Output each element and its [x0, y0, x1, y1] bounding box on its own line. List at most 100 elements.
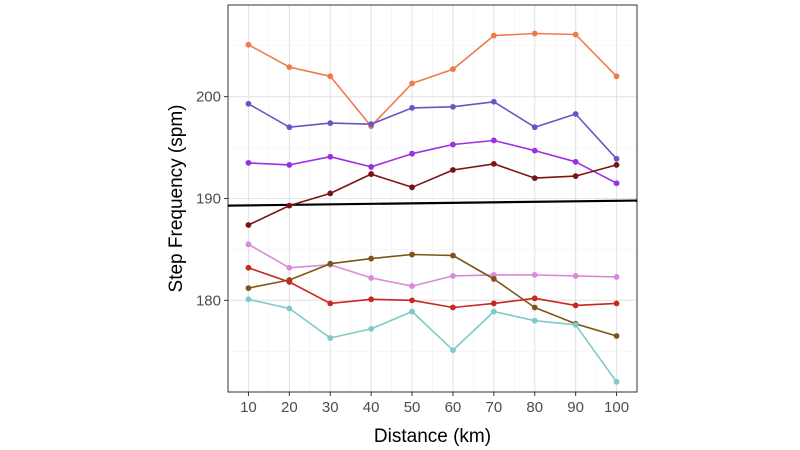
data-point: [368, 164, 375, 170]
data-point: [327, 73, 334, 80]
series-line: [248, 163, 617, 226]
data-point: [490, 32, 497, 39]
data-point: [368, 325, 375, 332]
x-tick-label: 20: [281, 399, 298, 416]
data-point: [613, 333, 620, 339]
data-point: [572, 273, 579, 279]
data-point: [572, 31, 579, 38]
data-point: [450, 141, 456, 148]
axes: 10 20 30 40 50 60 70 80 90 100 180 190 200: [196, 89, 629, 416]
series-group: [245, 296, 620, 385]
x-tick-label: 100: [604, 399, 629, 416]
data-point: [490, 271, 497, 278]
x-tick-label: 60: [445, 399, 462, 416]
data-point: [450, 103, 456, 110]
data-point: [245, 159, 252, 166]
data-point: [613, 274, 620, 280]
data-point: [572, 158, 579, 165]
data-point: [409, 150, 415, 157]
series-group: [245, 160, 620, 228]
data-point: [531, 304, 538, 311]
data-point: [327, 335, 334, 341]
data-point: [531, 317, 538, 324]
data-point: [490, 276, 497, 282]
data-point: [286, 161, 293, 168]
series-line: [248, 101, 618, 160]
data-point: [327, 300, 334, 307]
data-point: [409, 80, 415, 87]
series-group: [245, 30, 620, 385]
x-tick-label: 70: [486, 399, 503, 416]
reference-line: [227, 199, 638, 207]
data-point: [450, 347, 456, 354]
data-point: [450, 273, 456, 279]
data-point: [368, 255, 375, 262]
data-point: [409, 297, 415, 304]
x-tick-label: 30: [322, 399, 339, 416]
series-group: [245, 30, 620, 130]
data-point: [490, 300, 497, 307]
data-point: [327, 190, 334, 197]
data-point: [531, 175, 538, 182]
data-point: [409, 104, 415, 111]
data-point: [613, 180, 620, 187]
data-point: [450, 304, 456, 311]
data-point: [409, 308, 415, 315]
data-point: [245, 41, 252, 48]
data-point: [531, 147, 538, 154]
data-point: [368, 171, 375, 177]
x-tick-label: 40: [363, 399, 380, 416]
series-line: [248, 267, 617, 309]
data-point: [286, 305, 293, 312]
data-point: [531, 295, 538, 302]
data-point: [245, 100, 252, 107]
data-point: [450, 66, 456, 73]
data-point: [490, 137, 497, 144]
data-point: [327, 260, 334, 267]
y-tick-label: 190: [196, 191, 221, 208]
series-group: [245, 264, 620, 311]
data-point: [368, 296, 375, 303]
data-point: [286, 124, 293, 131]
data-point: [531, 30, 538, 37]
data-point: [245, 241, 252, 248]
x-axis-title: Distance (km): [374, 426, 491, 447]
data-point: [531, 271, 538, 278]
data-point: [613, 161, 620, 168]
x-tick-label: 50: [404, 399, 421, 416]
data-point: [531, 124, 538, 131]
series-group: [245, 137, 620, 187]
series-line: [248, 139, 617, 184]
data-point: [368, 121, 375, 128]
series-line: [248, 298, 618, 383]
grid-lines: [228, 5, 637, 392]
data-point: [245, 264, 252, 271]
data-point: [572, 321, 579, 328]
reference-line-group: [227, 199, 638, 207]
data-point: [286, 279, 293, 285]
data-point: [490, 308, 497, 315]
data-point: [450, 252, 456, 259]
data-point: [286, 264, 293, 271]
data-point: [409, 184, 415, 191]
data-point: [613, 378, 620, 385]
x-tick-label: 90: [567, 399, 584, 416]
data-point: [572, 111, 579, 117]
data-point: [327, 153, 334, 160]
y-tick-label: 180: [196, 292, 221, 309]
data-point: [613, 300, 620, 307]
data-point: [490, 160, 497, 167]
data-point: [245, 296, 252, 303]
data-point: [368, 275, 375, 281]
data-point: [409, 251, 415, 258]
data-point: [613, 155, 620, 162]
data-point: [490, 98, 497, 105]
y-tick-label: 200: [196, 89, 221, 106]
series-line: [248, 243, 617, 287]
data-point: [450, 167, 456, 173]
series-line: [248, 253, 617, 337]
data-point: [572, 302, 579, 309]
data-point: [245, 222, 252, 228]
data-point: [613, 73, 620, 80]
x-tick-label: 10: [240, 399, 257, 416]
